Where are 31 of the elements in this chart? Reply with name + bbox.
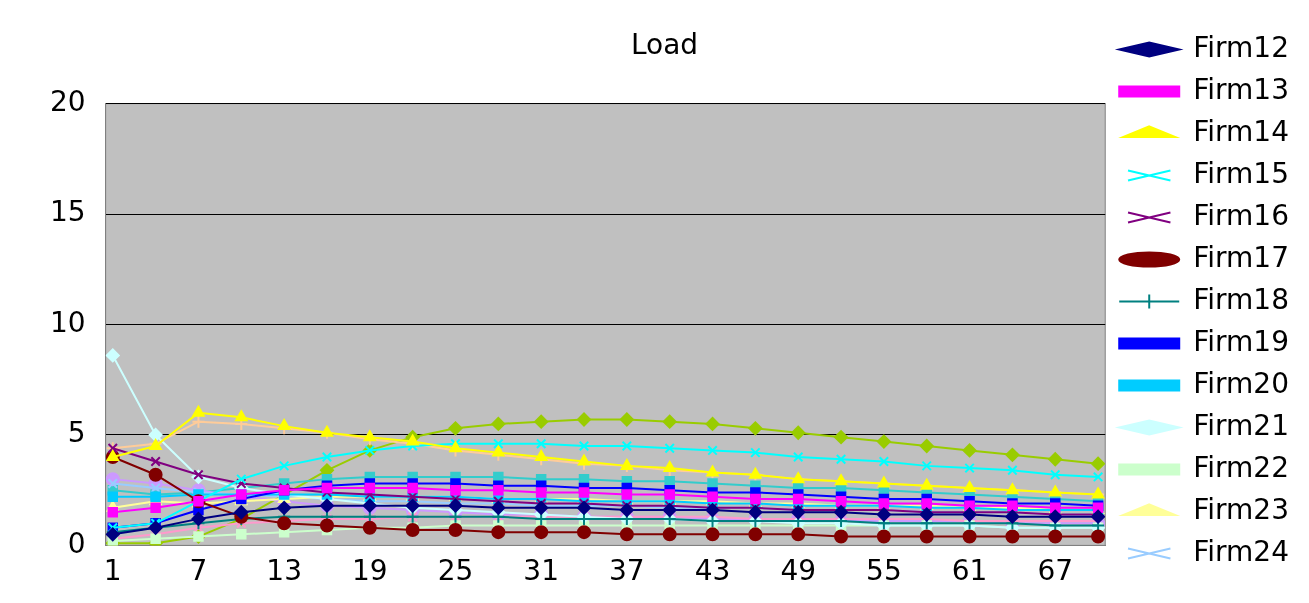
y-tick-label: 20 — [49, 84, 86, 118]
x-tick-label: 49 — [780, 554, 817, 588]
chart-title: Load — [630, 28, 699, 62]
x-tick-label: 31 — [523, 554, 559, 588]
legend-label: Firm23 — [1193, 492, 1290, 526]
x-tick-label: 37 — [609, 554, 645, 588]
legend-label: Firm13 — [1193, 72, 1290, 106]
x-tick-label: 67 — [1037, 554, 1074, 588]
y-tick-label: 15 — [49, 195, 86, 229]
x-tick-label: 55 — [866, 554, 902, 588]
legend-label: Firm20 — [1193, 366, 1290, 400]
x-tick-label: 61 — [951, 554, 988, 588]
legend-label: Firm22 — [1193, 450, 1290, 484]
legend-label: Firm14 — [1193, 114, 1290, 148]
y-tick-label: 5 — [67, 416, 86, 450]
y-tick-label: 10 — [49, 305, 86, 339]
x-tick-label: 19 — [351, 554, 388, 588]
legend-label: Firm21 — [1193, 408, 1290, 442]
x-tick-label: 13 — [266, 554, 302, 588]
legend-label: Firm17 — [1193, 240, 1290, 274]
legend-label: Firm12 — [1193, 30, 1290, 64]
y-tick-label: 0 — [67, 526, 86, 560]
legend-label: Firm18 — [1193, 282, 1290, 316]
legend-label: Firm15 — [1193, 156, 1290, 190]
x-tick-label: 7 — [189, 554, 208, 588]
x-tick-label: 25 — [437, 554, 474, 588]
x-tick-label: 1 — [103, 554, 122, 588]
legend-label: Firm24 — [1193, 534, 1290, 568]
x-tick-label: 43 — [694, 554, 731, 588]
legend-label: Firm16 — [1193, 198, 1290, 232]
legend-label: Firm19 — [1193, 324, 1290, 358]
